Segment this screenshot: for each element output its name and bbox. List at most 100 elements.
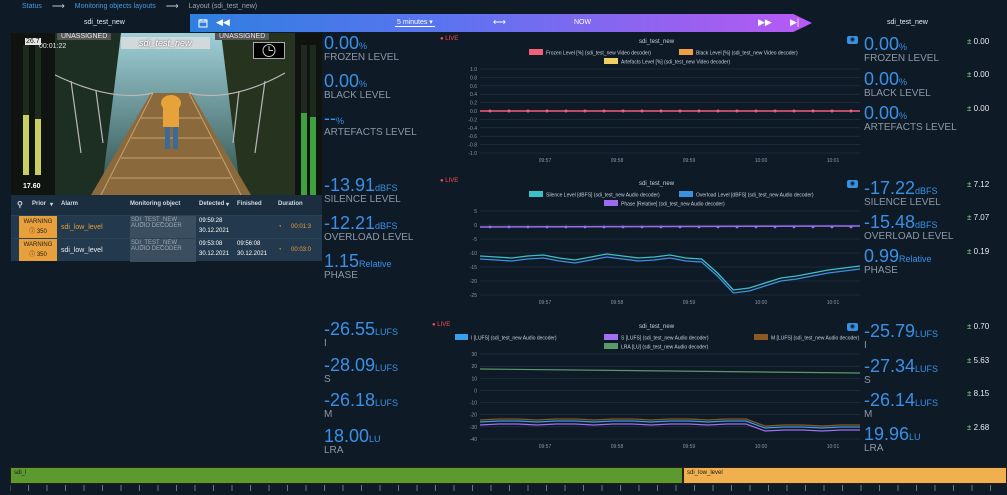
alarm-row[interactable]: WARNING ⓘ 350 sdi_low_level SDI_TEST_NEW…: [11, 238, 322, 262]
series-point: [507, 225, 511, 229]
y-tick-label: 5: [474, 209, 477, 215]
col-duration[interactable]: Duration: [278, 201, 303, 207]
severity-badge: WARNING ⓘ 350: [19, 239, 57, 261]
change-number: 2.68: [973, 423, 990, 432]
y-tick-label: 0.4: [470, 92, 477, 98]
y-tick-label: -30: [470, 425, 477, 431]
severity-badge: WARNING ⓘ 350: [19, 216, 57, 238]
series-point: [621, 225, 625, 229]
legend-label: S [LUFS] (sdi_test_new Audio decoder): [621, 336, 709, 342]
metric-right-artefacts: 0.00% ARTEFACTS LEVEL: [864, 103, 957, 133]
series-line: [479, 225, 861, 228]
time-range-dropdown[interactable]: 5 minutes ▾: [395, 19, 435, 27]
now-button[interactable]: NOW: [574, 19, 592, 26]
detected-time: 09:53:08: [199, 241, 223, 247]
x-tick-label: 10:01: [827, 444, 840, 450]
search-icon[interactable]: ⚲: [17, 200, 23, 209]
metric-value: -27.34: [864, 356, 916, 376]
col-finished[interactable]: Finished: [237, 201, 262, 207]
change-number: 0.00: [973, 70, 990, 79]
time-range-label: 5 minutes: [397, 19, 428, 26]
severity-label: WARNING: [23, 242, 53, 248]
eye-icon[interactable]: ◉: [847, 36, 858, 44]
metric-unit: Relative: [359, 259, 392, 269]
legend-swatch: [679, 191, 693, 197]
series-point: [716, 225, 720, 229]
series-point: [640, 109, 644, 113]
timeline-segment[interactable]: sdi_l: [10, 467, 683, 484]
legend-label: Artefacts Level [%] (sdi_test_new Video …: [621, 60, 730, 66]
chart-loudness: sdi_test_new I [LUFS] (sdi_test_new Audio…: [455, 321, 863, 456]
metric-name: S: [324, 374, 331, 385]
breadcrumb-layouts[interactable]: Monitoring objects layouts: [74, 2, 156, 10]
calendar-icon[interactable]: [198, 18, 208, 30]
change-value: ± 0.00: [967, 70, 990, 79]
sort-desc-icon[interactable]: ▾: [226, 202, 230, 208]
col-detected[interactable]: Detected: [199, 201, 225, 207]
col-prior[interactable]: Prior: [32, 201, 47, 207]
series-point: [811, 109, 815, 113]
event-timeline[interactable]: sdi_l sdi_low_level: [10, 463, 1007, 495]
timecode: 00:01:22: [39, 43, 67, 50]
fast-forward-icon[interactable]: ▶▶: [758, 17, 772, 27]
rewind-icon[interactable]: ◀◀: [216, 17, 230, 27]
audio-meter-right: [295, 33, 322, 195]
legend-label: Silence Level [dBFS] (sdi_test_new Audio…: [546, 193, 660, 199]
metric-value: 0.00: [864, 103, 900, 123]
breadcrumb-status[interactable]: Status: [22, 2, 42, 10]
series-point: [488, 109, 492, 113]
eye-icon[interactable]: ◉: [847, 323, 858, 331]
metric-unit: %: [359, 79, 368, 89]
timeline-ticks: [10, 485, 991, 491]
breadcrumb-current: Layout (sdi_test_new): [188, 2, 258, 10]
metric-name: M: [864, 409, 873, 420]
video-preview[interactable]: 26.7 00:01:22 UNASSIGNED UNASSIGNED sdi_…: [11, 33, 322, 195]
y-tick-label: 0: [474, 388, 477, 394]
jump-to-end-icon[interactable]: ▶|: [790, 17, 800, 27]
y-tick-label: 30: [471, 352, 477, 358]
metric-value: --: [324, 108, 336, 128]
live-label: LIVE: [445, 36, 459, 42]
alarms-table: ⚲ Prior ▾ Alarm Monitoring object Detect…: [11, 195, 322, 262]
col-monitoring-object[interactable]: Monitoring object: [130, 201, 181, 207]
legend-swatch: [604, 334, 618, 340]
metric-name: SILENCE LEVEL: [324, 194, 401, 205]
clock-icon: [253, 42, 285, 59]
y-tick-label: -10: [470, 251, 477, 257]
metric-right-black: 0.00% BLACK LEVEL: [864, 69, 931, 99]
change-value: ± 7.12: [967, 180, 990, 189]
metric-right-lra: 19.96LU LRA: [864, 424, 921, 454]
change-number: 0.00: [973, 37, 990, 46]
metric-unit: dBFS: [915, 186, 938, 196]
detected-time: 09:59:28: [199, 218, 223, 224]
metric-value: -26.18: [324, 390, 376, 410]
series-point: [526, 225, 530, 229]
legend-swatch: [604, 343, 618, 349]
duration-icon: ◔: [278, 247, 282, 253]
alarm-row[interactable]: WARNING ⓘ 350 sdi_low_level SDI_TEST_NEW…: [11, 215, 322, 239]
expand-horizontal-icon[interactable]: ⟷: [493, 17, 506, 27]
object-type: AUDIO DECODER: [131, 246, 182, 252]
series-point: [545, 109, 549, 113]
series-line: [479, 423, 860, 432]
legend-swatch: [529, 49, 543, 55]
video-frame: [41, 33, 295, 195]
metric-right-i: -25.79LUFS I: [864, 321, 938, 351]
chart-video-levels: sdi_test_new Frozen Level [%] (sdi_test_n…: [455, 36, 863, 170]
series-point: [849, 109, 853, 113]
metric-unit: %: [359, 41, 368, 51]
monitoring-object: SDI_TEST_NEW AUDIO DECODER: [130, 239, 196, 262]
series-point: [564, 109, 568, 113]
metric-right-phase: 0.99Relative PHASE: [864, 246, 932, 276]
metric-name: OVERLOAD LEVEL: [324, 232, 414, 243]
col-alarm[interactable]: Alarm: [61, 201, 79, 207]
sort-icon[interactable]: ▾: [50, 202, 54, 208]
metric-unit: Relative: [899, 254, 932, 264]
detected-date: 30.12.2021: [199, 228, 230, 234]
level-bottom: 17.60: [23, 183, 41, 190]
timeline-segment[interactable]: sdi_low_level: [683, 467, 1007, 484]
eye-icon[interactable]: ◉: [847, 180, 858, 188]
metric-right-frozen: 0.00% FROZEN LEVEL: [864, 34, 939, 64]
finished-time: 09:56:08: [237, 241, 261, 247]
y-tick-label: -0.2: [468, 117, 477, 123]
